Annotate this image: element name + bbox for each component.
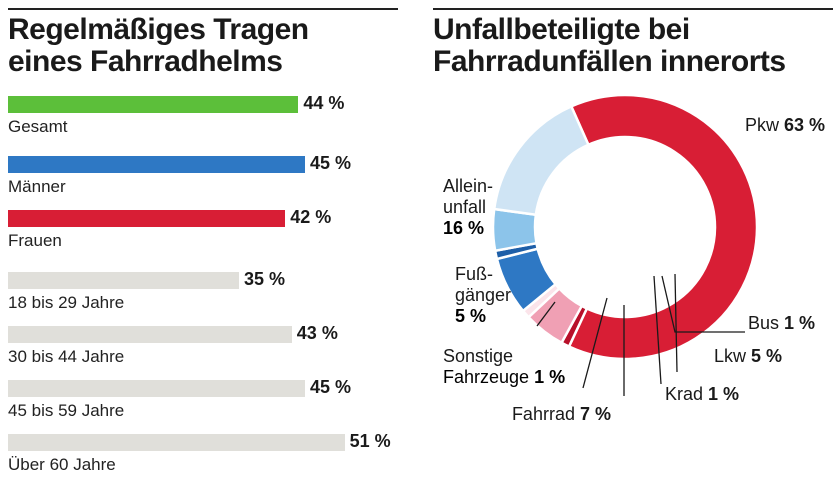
slice-name: Pkw xyxy=(745,115,784,135)
bar-category-label: 45 bis 59 Jahre xyxy=(8,401,125,420)
slice-label: Bus 1 % xyxy=(748,313,815,333)
donut-slice xyxy=(491,207,538,253)
leader-line xyxy=(536,301,556,327)
left-top-rule xyxy=(8,8,398,10)
slice-name: Bus xyxy=(748,313,784,333)
bar xyxy=(8,210,286,227)
slice-label: Lkw 5 % xyxy=(714,346,782,366)
bar xyxy=(8,272,239,289)
leader-line xyxy=(674,273,678,373)
bar-row: 45 % 45 bis 59 Jahre xyxy=(8,377,398,430)
slice-value: 5 % xyxy=(455,306,486,326)
bar-row: 42 % Frauen xyxy=(8,207,398,260)
bar-row: 45 % Männer xyxy=(8,153,398,206)
accident-donut-chart: Pkw 63 %Bus 1 %Lkw 5 %Krad 1 %Fahrrad 7 … xyxy=(443,93,825,424)
helmet-chart-title: Regelmäßiges Tragen eines Fahrradhelms xyxy=(8,13,309,78)
bar-category-label: Frauen xyxy=(8,231,62,250)
slice-label: Krad 1 % xyxy=(665,384,739,404)
bar xyxy=(8,96,299,113)
slice-name: Krad xyxy=(665,384,708,404)
donut-slice xyxy=(567,93,759,361)
bar-value-label: 45 % xyxy=(310,153,352,173)
bar-category-label: Über 60 Jahre xyxy=(8,455,116,474)
slice-value: 63 % xyxy=(784,115,825,135)
bar-value-label: 43 % xyxy=(296,323,338,343)
accident-chart-title: Unfallbeteiligte bei Fahrradunfällen inn… xyxy=(433,13,786,78)
bar xyxy=(8,326,292,343)
bar-value-label: 42 % xyxy=(290,207,332,227)
slice-label: Fahrrad 7 % xyxy=(512,404,611,424)
leader-line xyxy=(653,275,662,385)
slice-value: 1 % xyxy=(784,313,815,333)
helmet-usage-panel: Regelmäßiges Tragen eines Fahrradhelms 4… xyxy=(0,0,400,489)
slice-value: 16 % xyxy=(443,218,484,238)
slice-value: 1 % xyxy=(708,384,739,404)
leader-line xyxy=(661,275,745,333)
slice-name: Fahrrad xyxy=(512,404,580,424)
bar-value-label: 44 % xyxy=(303,93,345,113)
bar xyxy=(8,380,305,397)
accident-panel: Unfallbeteiligte bei Fahrradunfällen inn… xyxy=(425,0,833,489)
slice-label: Fahrzeuge 1 % xyxy=(443,367,565,387)
slice-value: 7 % xyxy=(580,404,611,424)
leader-line xyxy=(582,297,608,389)
bar-value-label: 35 % xyxy=(244,269,286,289)
bar-value-label: 45 % xyxy=(310,377,352,397)
slice-label: Sonstige xyxy=(443,346,513,366)
slice-label: Pkw 63 % xyxy=(745,115,825,135)
slice-label: Fuß-gänger xyxy=(455,264,511,305)
slice-label: Allein-unfall xyxy=(443,176,493,217)
bar-category-label: Gesamt xyxy=(8,117,68,136)
slice-value: 5 % xyxy=(751,346,782,366)
slice-value: 1 % xyxy=(534,367,565,387)
bar-category-label: Männer xyxy=(8,177,66,196)
bar-row: 43 % 30 bis 44 Jahre xyxy=(8,323,398,376)
bar-category-label: 18 bis 29 Jahre xyxy=(8,293,125,312)
bar-row: 35 % 18 bis 29 Jahre xyxy=(8,269,398,322)
donut-slice xyxy=(492,104,591,217)
slice-name: Lkw xyxy=(714,346,751,366)
bar-row: 44 % Gesamt xyxy=(8,93,398,146)
bar-value-label: 51 % xyxy=(349,431,391,451)
bar xyxy=(8,156,305,173)
right-top-rule xyxy=(433,8,833,10)
bar-category-label: 30 bis 44 Jahre xyxy=(8,347,125,366)
bar-row: 51 % Über 60 Jahre xyxy=(8,431,398,484)
bar xyxy=(8,434,345,451)
